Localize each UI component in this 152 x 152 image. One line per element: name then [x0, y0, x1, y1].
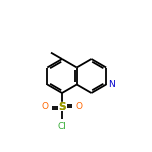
Text: O: O [42, 102, 49, 111]
Text: O: O [75, 102, 82, 111]
Circle shape [57, 102, 67, 111]
Text: N: N [108, 80, 114, 89]
Text: S: S [58, 102, 66, 112]
Text: S: S [58, 102, 66, 112]
Text: Cl: Cl [58, 122, 66, 131]
